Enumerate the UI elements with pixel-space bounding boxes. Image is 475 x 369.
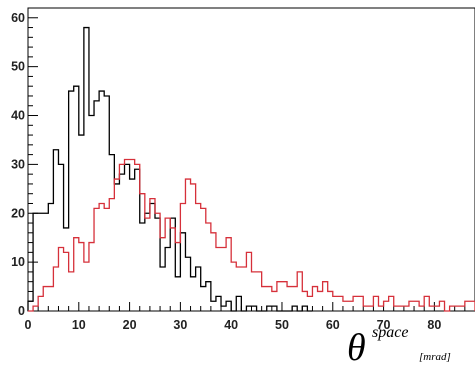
y-tick-label: 40	[11, 109, 25, 123]
series-red-histogram	[28, 158, 475, 312]
x-tick-label: 60	[326, 318, 340, 332]
y-tick-label: 10	[11, 255, 25, 269]
x-tick-label: 0	[25, 318, 32, 332]
x-axis-title-unit: [mrad]	[419, 351, 451, 363]
y-tick-label: 20	[11, 206, 25, 220]
y-axis-ticks: 0 10 20 30 40 50 60	[11, 7, 38, 318]
y-tick-label: 50	[11, 60, 25, 74]
series-black-histogram	[27, 26, 313, 312]
x-tick-label: 80	[427, 318, 441, 332]
y-tick-label: 60	[11, 11, 25, 25]
series-layer	[27, 26, 475, 312]
x-tick-label: 70	[377, 318, 391, 332]
x-tick-label: 10	[72, 318, 86, 332]
y-tick-label: 0	[18, 304, 25, 318]
x-tick-label: 50	[275, 318, 289, 332]
x-axis-title-superscript: space	[372, 324, 408, 341]
x-tick-label: 30	[173, 318, 187, 332]
x-tick-label: 20	[123, 318, 137, 332]
y-tick-label: 30	[11, 157, 25, 171]
x-tick-label: 40	[224, 318, 238, 332]
x-axis-title: θ space [mrad]	[347, 324, 451, 369]
x-axis-title-symbol: θ	[347, 327, 366, 369]
